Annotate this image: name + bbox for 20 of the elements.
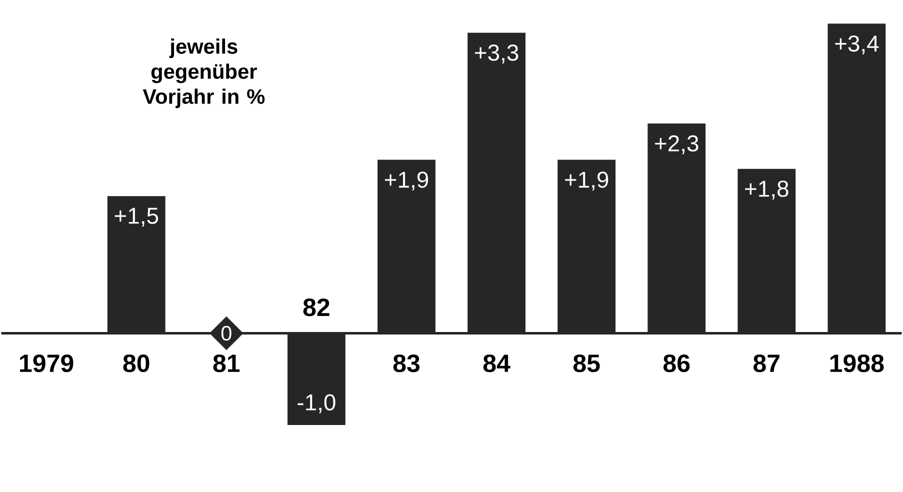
data-label: 0 xyxy=(221,326,232,341)
data-label: +1,5 xyxy=(114,208,158,227)
x-tick-label: 82 xyxy=(303,298,330,316)
data-label: +3,4 xyxy=(835,35,879,54)
data-label: +1,9 xyxy=(384,172,428,191)
x-tick-label: 85 xyxy=(573,354,600,372)
x-tick-label: 1988 xyxy=(830,354,884,372)
data-label: +2,3 xyxy=(655,135,698,154)
x-tick-label: 1979 xyxy=(20,354,74,372)
x-tick-label: 80 xyxy=(123,354,150,372)
x-tick-label: 86 xyxy=(663,354,690,372)
data-label: +3,3 xyxy=(475,44,518,64)
data-label: +1,8 xyxy=(745,180,788,200)
data-label: -1,0 xyxy=(298,394,336,414)
x-tick-label: 83 xyxy=(393,354,420,372)
annotation: jeweils gegenüber Vorjahr in % xyxy=(142,38,265,108)
data-label: +1,9 xyxy=(565,172,608,191)
x-tick-label: 87 xyxy=(754,354,780,372)
x-tick-label: 81 xyxy=(213,354,240,372)
x-tick-label: 84 xyxy=(483,354,510,372)
